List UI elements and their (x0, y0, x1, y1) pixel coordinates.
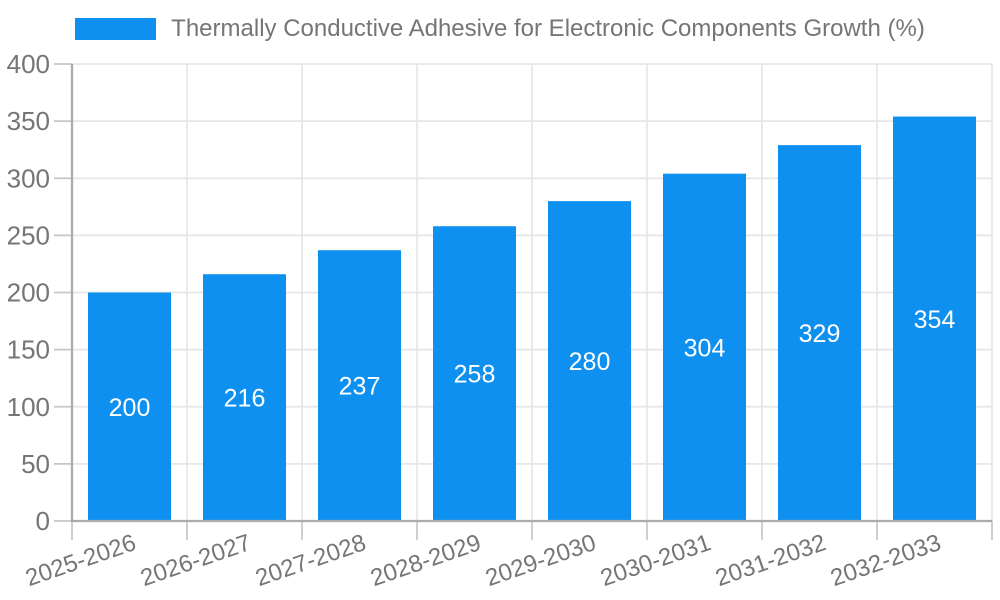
x-axis-label: 2030-2031 (597, 529, 714, 592)
bar-2028-2029[interactable] (433, 226, 516, 522)
y-axis-label: 400 (7, 49, 50, 79)
x-axis-label: 2029-2030 (482, 529, 599, 592)
bar-value-label: 280 (569, 348, 611, 376)
chart-legend[interactable]: Thermally Conductive Adhesive for Electr… (0, 15, 1000, 43)
bar-2029-2030[interactable] (548, 201, 631, 521)
bar-2027-2028[interactable] (318, 250, 401, 522)
x-axis-label: 2025-2026 (22, 529, 139, 592)
bar-2032-2033[interactable] (893, 116, 976, 522)
legend-series-label: Thermally Conductive Adhesive for Electr… (171, 15, 925, 42)
bar-value-label: 329 (799, 320, 841, 348)
bar-2025-2026[interactable] (88, 292, 171, 522)
bar-2030-2031[interactable] (663, 173, 746, 521)
y-axis-label: 350 (7, 106, 50, 136)
bar-value-label: 216 (224, 385, 266, 413)
bar-2031-2032[interactable] (778, 145, 861, 521)
bar-value-label: 354 (914, 306, 956, 334)
x-axis-label: 2028-2029 (367, 529, 484, 592)
y-axis-label: 200 (7, 278, 50, 308)
x-axis-label: 2026-2027 (137, 529, 254, 592)
legend-swatch[interactable] (75, 18, 157, 40)
bar-2026-2027[interactable] (203, 274, 286, 521)
y-axis-label: 100 (7, 392, 50, 422)
y-axis-label: 300 (7, 163, 50, 193)
x-axis-label: 2032-2033 (827, 529, 944, 592)
x-axis-label: 2027-2028 (252, 529, 369, 592)
y-axis-label: 50 (21, 449, 50, 479)
x-axis-label: 2031-2032 (712, 529, 829, 592)
bar-value-label: 258 (454, 361, 496, 389)
bar-value-label: 304 (684, 334, 726, 362)
bar-value-label: 237 (339, 373, 381, 401)
bar-value-label: 200 (109, 394, 151, 422)
y-axis-label: 250 (7, 220, 50, 250)
y-axis-label: 0 (36, 506, 50, 536)
y-axis-label: 150 (7, 335, 50, 365)
